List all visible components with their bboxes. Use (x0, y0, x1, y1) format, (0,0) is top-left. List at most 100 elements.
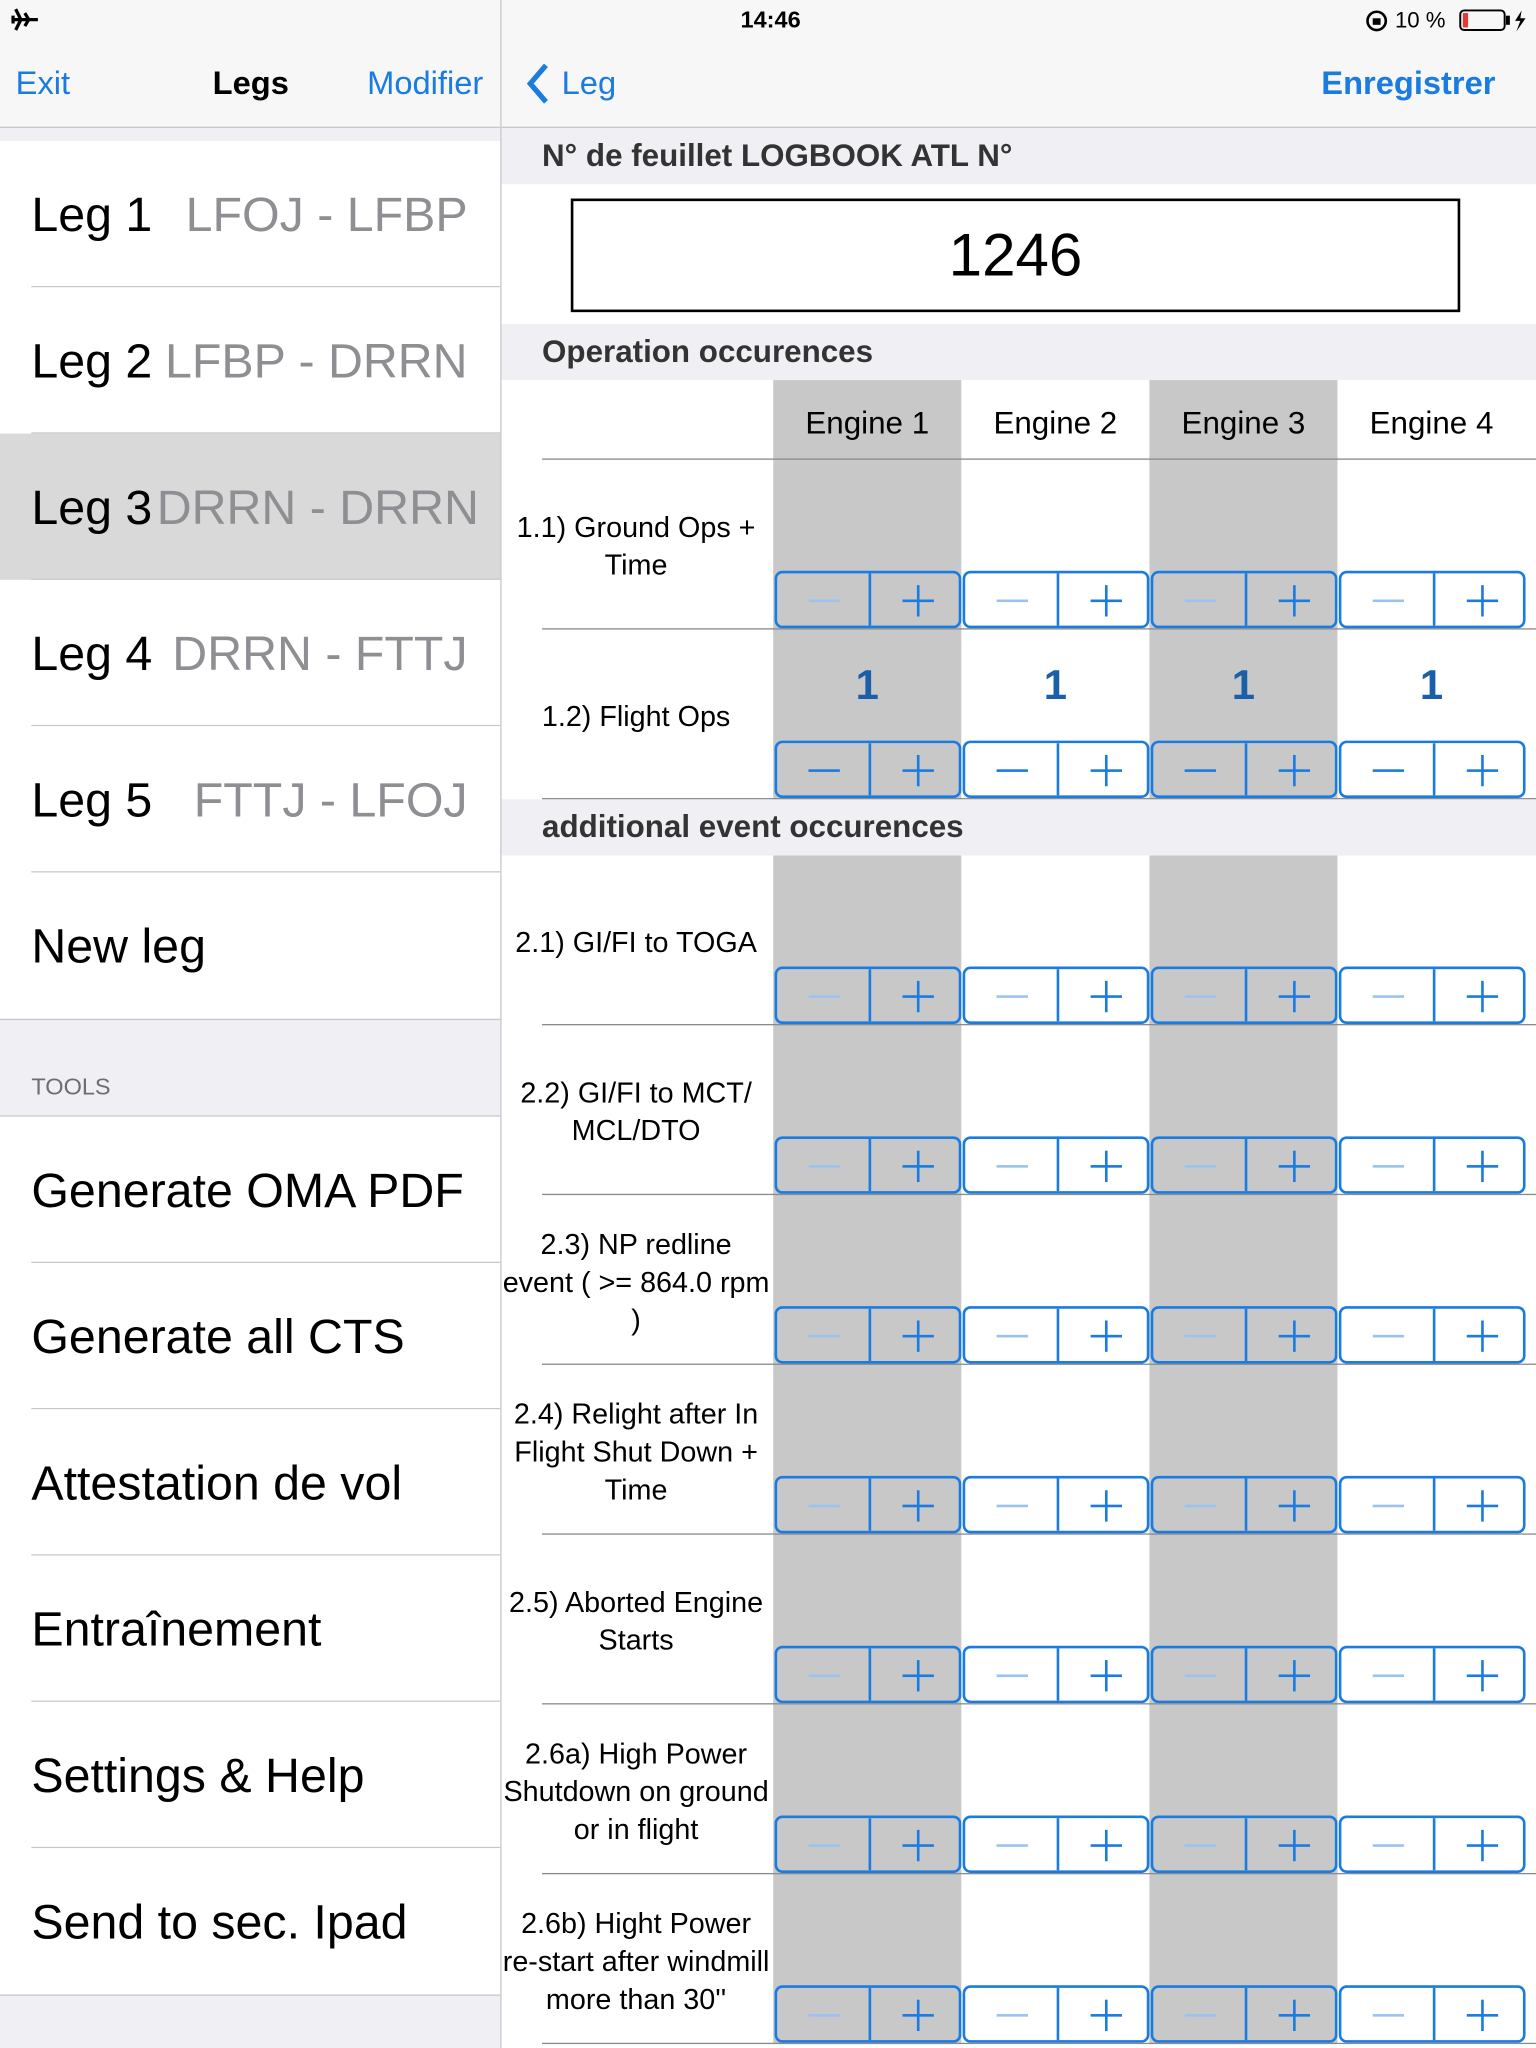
increment-button[interactable] (1244, 1308, 1335, 1361)
new-leg-row[interactable] (0, 872, 501, 1019)
increment-button[interactable] (1056, 743, 1147, 796)
increment-button[interactable] (868, 573, 959, 626)
stepper[interactable] (774, 740, 962, 799)
increment-button[interactable] (1056, 969, 1147, 1022)
decrement-button[interactable] (777, 743, 868, 795)
increment-button[interactable] (868, 1138, 959, 1192)
stepper[interactable] (962, 1306, 1150, 1364)
stepper[interactable] (962, 1475, 1150, 1534)
decrement-button[interactable] (1153, 969, 1244, 1021)
stepper[interactable] (1150, 570, 1338, 629)
stepper[interactable] (962, 1815, 1150, 1873)
stepper[interactable] (774, 1985, 962, 2043)
increment-button[interactable] (868, 1308, 959, 1361)
decrement-button[interactable] (965, 743, 1056, 795)
increment-button[interactable] (868, 969, 959, 1022)
decrement-button[interactable] (777, 1988, 868, 2040)
stepper[interactable] (1338, 966, 1526, 1024)
increment-button[interactable] (868, 1987, 959, 2041)
stepper[interactable] (1150, 1306, 1338, 1364)
decrement-button[interactable] (965, 1988, 1056, 2040)
decrement-button[interactable] (965, 1479, 1056, 1531)
stepper[interactable] (1338, 1136, 1526, 1194)
decrement-button[interactable] (1153, 743, 1244, 795)
stepper[interactable] (962, 1985, 1150, 2043)
increment-button[interactable] (1056, 1308, 1147, 1361)
decrement-button[interactable] (1341, 1988, 1432, 2040)
tool-row[interactable] (0, 1409, 501, 1556)
decrement-button[interactable] (1153, 573, 1244, 625)
tool-row[interactable] (0, 1263, 501, 1410)
increment-button[interactable] (1244, 1478, 1335, 1531)
stepper[interactable] (962, 740, 1150, 799)
increment-button[interactable] (1432, 969, 1523, 1022)
decrement-button[interactable] (1341, 1309, 1432, 1361)
decrement-button[interactable] (1153, 1818, 1244, 1870)
stepper[interactable] (1150, 1645, 1338, 1704)
decrement-button[interactable] (1341, 573, 1432, 625)
decrement-button[interactable] (777, 1479, 868, 1531)
decrement-button[interactable] (1341, 1139, 1432, 1191)
stepper[interactable] (774, 1136, 962, 1194)
stepper[interactable] (1338, 570, 1526, 629)
leg-row[interactable] (0, 141, 501, 288)
increment-button[interactable] (1056, 1648, 1147, 1701)
increment-button[interactable] (1056, 1478, 1147, 1531)
increment-button[interactable] (1432, 1987, 1523, 2041)
tool-row[interactable] (0, 1555, 501, 1702)
increment-button[interactable] (1056, 573, 1147, 626)
increment-button[interactable] (1244, 1648, 1335, 1701)
stepper[interactable] (774, 966, 962, 1024)
increment-button[interactable] (1432, 743, 1523, 796)
increment-button[interactable] (1056, 1987, 1147, 2041)
stepper[interactable] (774, 1306, 962, 1364)
increment-button[interactable] (868, 743, 959, 796)
decrement-button[interactable] (1341, 1479, 1432, 1531)
stepper[interactable] (774, 1475, 962, 1534)
decrement-button[interactable] (1153, 1988, 1244, 2040)
decrement-button[interactable] (965, 1309, 1056, 1361)
stepper[interactable] (1338, 1985, 1526, 2043)
stepper[interactable] (1150, 966, 1338, 1024)
stepper[interactable] (962, 966, 1150, 1024)
stepper[interactable] (1338, 1645, 1526, 1704)
leg-row[interactable] (0, 579, 501, 727)
stepper[interactable] (774, 570, 962, 629)
increment-button[interactable] (1056, 1818, 1147, 1871)
decrement-button[interactable] (965, 1139, 1056, 1191)
increment-button[interactable] (1244, 1138, 1335, 1192)
increment-button[interactable] (1432, 1138, 1523, 1192)
stepper[interactable] (1338, 1306, 1526, 1364)
stepper[interactable] (774, 1815, 962, 1873)
edit-button[interactable]: Modifier (367, 65, 484, 102)
stepper[interactable] (1338, 1475, 1526, 1534)
stepper[interactable] (1150, 1475, 1338, 1534)
decrement-button[interactable] (965, 1648, 1056, 1700)
decrement-button[interactable] (1341, 1648, 1432, 1700)
logbook-box[interactable]: 1246 (570, 198, 1461, 313)
decrement-button[interactable] (777, 1139, 868, 1191)
decrement-button[interactable] (1153, 1648, 1244, 1700)
increment-button[interactable] (1244, 1987, 1335, 2041)
increment-button[interactable] (1432, 1648, 1523, 1701)
back-button[interactable]: Leg (561, 65, 617, 102)
stepper[interactable] (962, 570, 1150, 629)
increment-button[interactable] (1432, 1818, 1523, 1871)
exit-button[interactable]: Exit (15, 65, 71, 102)
increment-button[interactable] (1432, 573, 1523, 626)
tool-row[interactable] (0, 1116, 501, 1264)
tool-row[interactable] (0, 1701, 501, 1849)
stepper[interactable] (962, 1136, 1150, 1194)
decrement-button[interactable] (777, 969, 868, 1021)
decrement-button[interactable] (777, 573, 868, 625)
decrement-button[interactable] (1153, 1479, 1244, 1531)
save-button[interactable]: Enregistrer (1321, 65, 1496, 102)
leg-row[interactable] (0, 433, 501, 580)
increment-button[interactable] (1244, 743, 1335, 796)
decrement-button[interactable] (777, 1309, 868, 1361)
increment-button[interactable] (868, 1648, 959, 1701)
stepper[interactable] (1150, 1985, 1338, 2043)
stepper[interactable] (1338, 1815, 1526, 1873)
stepper[interactable] (962, 1645, 1150, 1704)
increment-button[interactable] (1244, 1818, 1335, 1871)
